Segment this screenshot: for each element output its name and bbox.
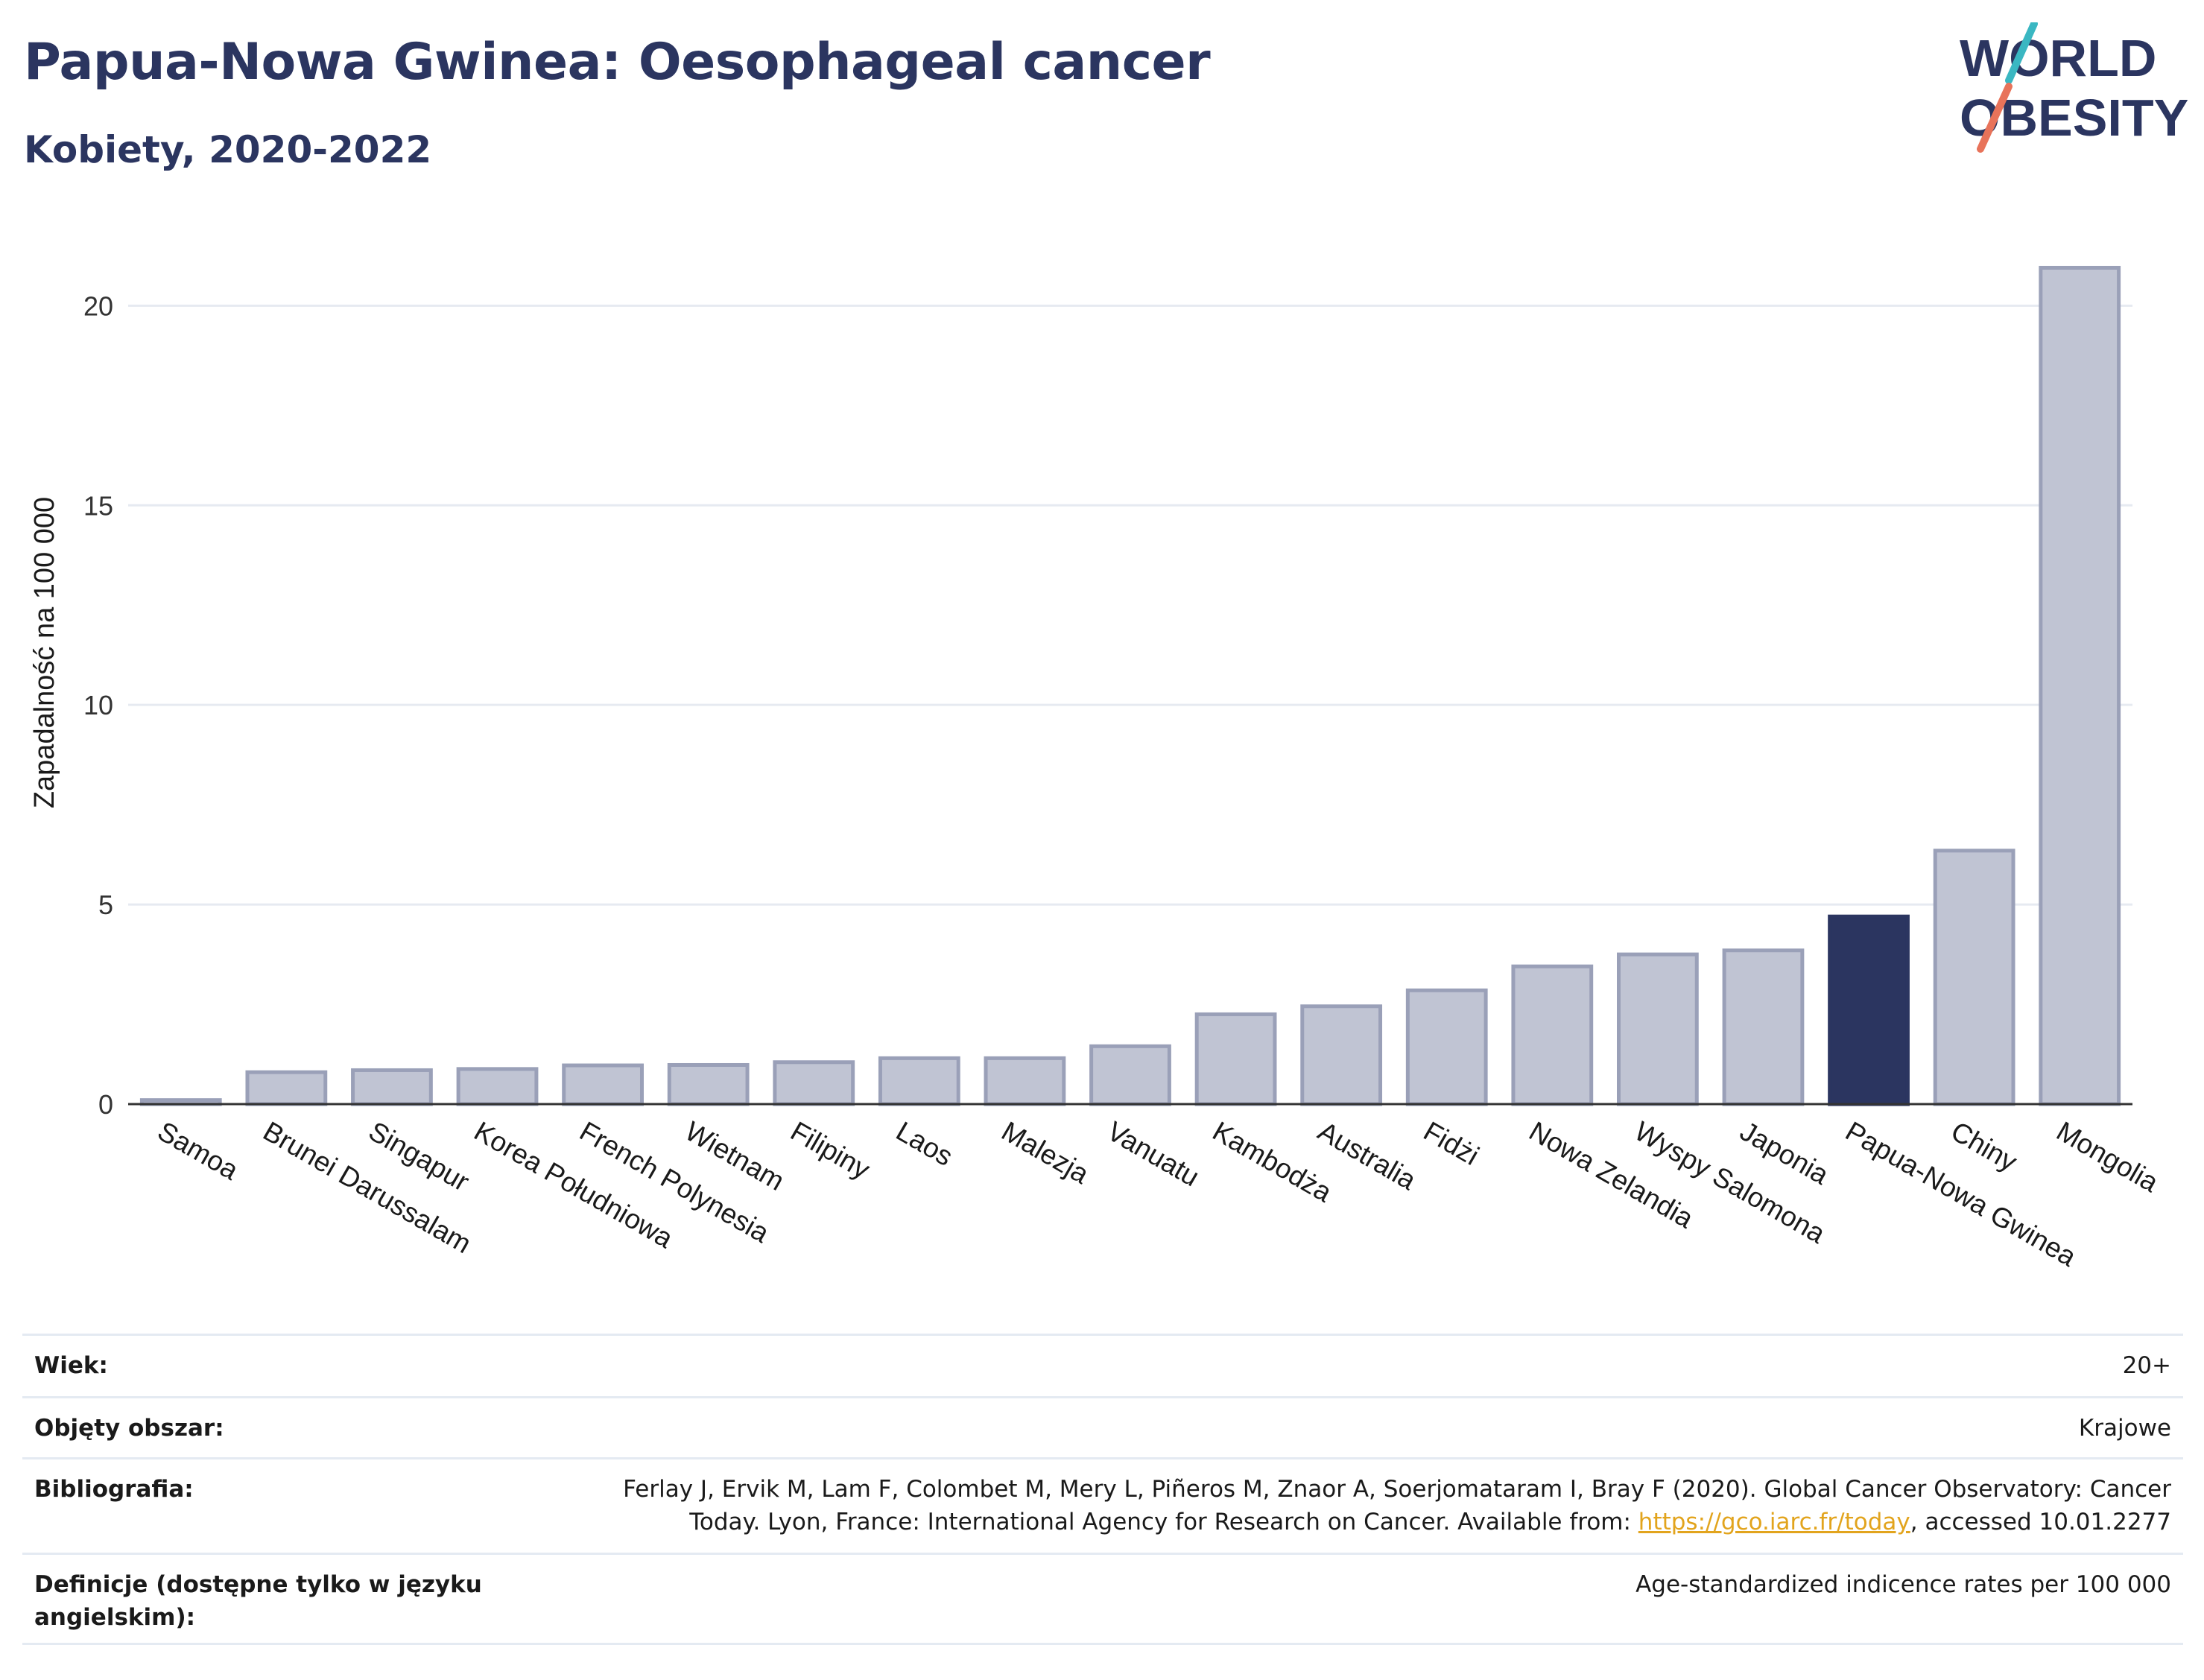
bar-chart: 0 5 10 15 20 Samoa Brunei DarussalamSingapurK…: [29, 265, 2164, 1272]
bars: [139, 265, 2121, 1106]
y-axis-label: Zapadalność na 100 000: [29, 497, 60, 808]
definitions-label-line-2: angielskim):: [34, 1604, 196, 1631]
bar: [878, 1056, 960, 1106]
meta-row-bibliography: Bibliografia: Ferlay J, Ervik M, Lam F, …: [22, 1457, 2183, 1553]
x-tick-label: Laos: [891, 1115, 958, 1172]
x-tick-label: Filipiny: [785, 1115, 875, 1185]
world-obesity-logo: WORLD OBESITY: [1960, 22, 2188, 153]
x-tick-label: Chiny: [1946, 1115, 2023, 1177]
bar: [1828, 914, 1910, 1106]
source-link[interactable]: https://gco.iarc.fr/today: [1638, 1509, 1910, 1535]
bar: [984, 1056, 1066, 1106]
y-tick-label: 20: [83, 291, 113, 321]
bibliography-line-1: Ferlay J, Ervik M, Lam F, Colombet M, Me…: [623, 1476, 2171, 1503]
bar: [667, 1062, 750, 1106]
x-tick-label: Vanuatu: [1102, 1115, 1205, 1192]
bar: [1194, 1012, 1277, 1106]
chart-subtitle: Kobiety, 2020-2022: [24, 128, 432, 171]
y-tick-label: 15: [83, 490, 113, 521]
x-tick-label: Malezja: [996, 1115, 1094, 1189]
bar: [2039, 265, 2121, 1106]
bar: [1617, 952, 1699, 1106]
meta-value-area: Krajowe: [2078, 1415, 2171, 1442]
definitions-label-line-1: Definicje (dostępne tylko w języku: [34, 1571, 482, 1598]
meta-row-definitions: Definicje (dostępne tylko w języku angie…: [22, 1553, 2183, 1645]
meta-label-area: Objęty obszar:: [34, 1415, 224, 1442]
bar: [245, 1070, 328, 1106]
bar: [1933, 849, 2015, 1106]
x-tick-label: Korea Południowa: [469, 1115, 679, 1254]
x-tick-label: Wyspy Salomona: [1630, 1115, 1831, 1249]
metadata-table: Wiek: 20+ Objęty obszar: Krajowe Bibliog…: [22, 1334, 2183, 1645]
bibliography-line-2: Today. Lyon, France: International Agenc…: [623, 1506, 2171, 1538]
bar: [1089, 1044, 1171, 1106]
bar: [1300, 1004, 1383, 1106]
grid-lines: [128, 304, 2132, 906]
bar: [351, 1068, 433, 1106]
x-tick-label: Mongolia: [2051, 1115, 2164, 1198]
meta-value-bibliography: Ferlay J, Ervik M, Lam F, Colombet M, Me…: [623, 1473, 2171, 1538]
bar: [1511, 964, 1594, 1106]
logo-line-1: WORLD: [1960, 29, 2156, 87]
meta-label-bibliography: Bibliografia:: [34, 1476, 194, 1503]
bar: [562, 1063, 644, 1106]
x-tick-label: Samoa: [153, 1115, 244, 1185]
meta-label-age: Wiek:: [34, 1352, 108, 1379]
y-tick-label: 10: [83, 690, 113, 720]
y-tick-labels: 0 5 10 15 20: [83, 291, 113, 1120]
x-tick-label: Fidżi: [1419, 1115, 1484, 1171]
y-tick-label: 5: [98, 890, 113, 920]
x-tick-label: Kambodża: [1208, 1115, 1337, 1208]
logo-slash-top: [2005, 22, 2038, 84]
bar: [1722, 948, 1805, 1106]
bar: [773, 1060, 855, 1106]
bar: [1405, 988, 1488, 1106]
meta-value-age: 20+: [2122, 1352, 2171, 1379]
logo-slash-bottom: [1977, 83, 2013, 153]
meta-label-definitions: Definicje (dostępne tylko w języku angie…: [34, 1568, 482, 1634]
bar: [456, 1067, 539, 1106]
bibliography-line-2-start: Today. Lyon, France: International Agenc…: [689, 1509, 1638, 1535]
meta-value-definitions: Age-standardized indicence rates per 100…: [1635, 1571, 2171, 1598]
chart-title: Papua-Nowa Gwinea: Oesophageal cancer: [24, 33, 1211, 92]
meta-row-area: Objęty obszar: Krajowe: [22, 1396, 2183, 1457]
y-tick-label: 0: [98, 1089, 113, 1120]
meta-row-age: Wiek: 20+: [22, 1334, 2183, 1396]
bibliography-line-2-end: , accessed 10.01.2277: [1910, 1509, 2171, 1535]
